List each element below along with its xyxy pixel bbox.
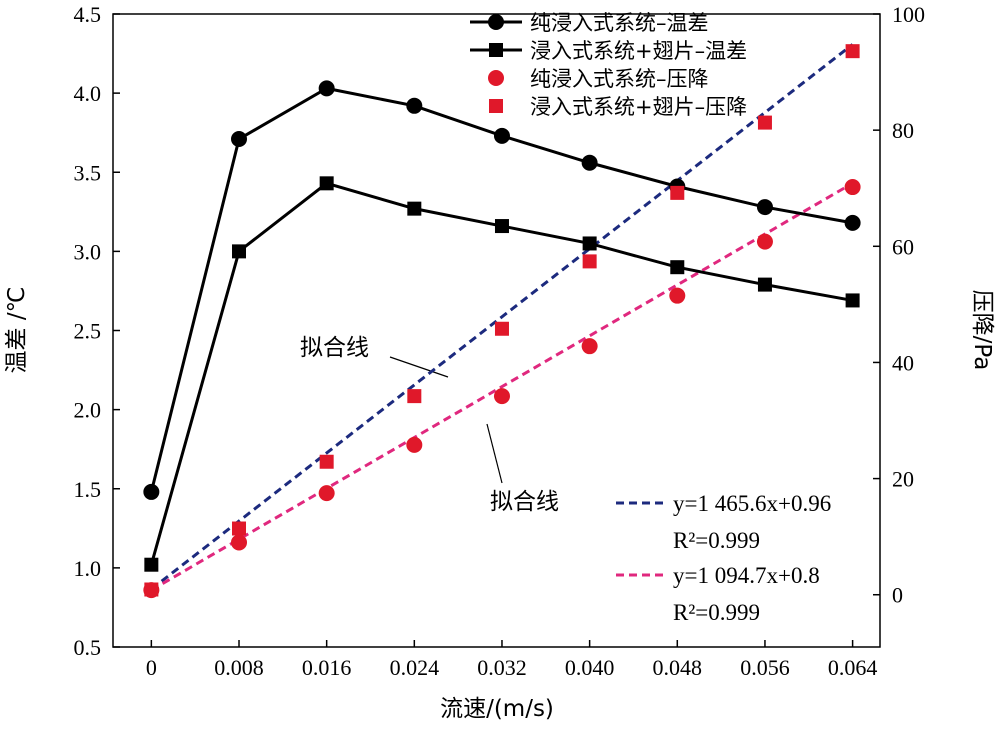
data-point [670, 260, 685, 275]
y-left-tick-label: 3.0 [74, 239, 102, 264]
data-point [319, 454, 334, 469]
data-point [407, 389, 422, 404]
data-point [318, 485, 335, 502]
data-point [757, 277, 772, 292]
data-point [231, 131, 248, 148]
y-left-tick-label: 4.0 [74, 81, 102, 106]
data-point [232, 521, 247, 536]
y-right-tick-label: 0 [892, 583, 903, 608]
x-tick-label: 0.032 [477, 655, 527, 680]
data-point [407, 201, 422, 216]
data-point [489, 99, 503, 113]
y-right-tick-label: 80 [892, 118, 914, 143]
legend-label: 纯浸入式系统–压降 [530, 67, 709, 91]
data-point [318, 80, 335, 97]
x-tick-label: 0 [146, 655, 157, 680]
data-point [494, 321, 509, 336]
data-point [231, 534, 248, 551]
y-left-tick-label: 3.5 [74, 160, 102, 185]
data-point [756, 233, 773, 250]
x-tick-label: 0.040 [565, 655, 615, 680]
y-left-tick-label: 2.5 [74, 319, 102, 344]
fit-label-leader [486, 423, 503, 484]
fit-r2: R²=0.999 [673, 528, 760, 553]
data-point [143, 483, 160, 500]
fit-line [150, 43, 854, 591]
data-point [757, 115, 772, 130]
data-point [488, 70, 504, 86]
data-point [844, 214, 861, 231]
data-point [756, 199, 773, 216]
fit-label-annotation: 拟合线 [300, 335, 369, 361]
data-point [489, 43, 503, 57]
x-axis-label: 流速/(m/s) [440, 696, 554, 722]
y-left-tick-label: 4.5 [74, 2, 102, 27]
y-right-tick-label: 100 [892, 2, 925, 27]
data-point [406, 436, 423, 453]
fit-label-leader [389, 356, 449, 378]
y-left-tick-label: 0.5 [74, 635, 102, 660]
fit-equation: y=1 465.6x+0.96 [673, 491, 831, 516]
data-point [669, 287, 686, 304]
y-axis-right-label: 压降/Pa [969, 290, 995, 371]
y-left-tick-label: 1.0 [74, 556, 102, 581]
data-point [581, 154, 598, 171]
y-right-tick-label: 40 [892, 350, 914, 375]
data-point [582, 236, 597, 251]
y-left-tick-label: 1.5 [74, 477, 102, 502]
data-point [232, 244, 247, 259]
data-point [581, 338, 598, 355]
x-tick-label: 0.024 [390, 655, 440, 680]
fit-line [150, 181, 854, 592]
x-tick-label: 0.008 [214, 655, 264, 680]
series-line [149, 86, 853, 493]
y-axis-left-label: 温差 /℃ [4, 287, 30, 374]
legend-label: 浸入式系统+翅片–温差 [530, 39, 747, 63]
fit-equation: y=1 094.7x+0.8 [673, 563, 820, 588]
data-point [494, 219, 509, 234]
data-point [845, 293, 860, 308]
data-point [845, 44, 860, 59]
data-point [582, 254, 597, 269]
data-point [670, 185, 685, 200]
fit-r2: R²=0.999 [673, 600, 760, 625]
x-tick-label: 0.064 [828, 655, 878, 680]
data-point [144, 557, 159, 572]
fit-label-annotation: 拟合线 [490, 489, 559, 515]
data-point [488, 14, 504, 30]
x-tick-label: 0.056 [740, 655, 790, 680]
data-point [406, 97, 423, 114]
x-tick-label: 0.048 [653, 655, 703, 680]
legend-label: 浸入式系统+翅片–压降 [530, 95, 747, 119]
x-tick-label: 0.016 [302, 655, 352, 680]
data-point [144, 582, 159, 597]
data-point [493, 388, 510, 405]
y-left-tick-label: 2.0 [74, 398, 102, 423]
y-right-tick-label: 60 [892, 234, 914, 259]
legend-label: 纯浸入式系统–温差 [530, 11, 709, 35]
data-point [493, 127, 510, 144]
fit-legend: y=1 465.6x+0.96 R²=0.999 y=1 094.7x+0.8 … [616, 491, 831, 625]
data-point [844, 179, 861, 196]
data-point [319, 176, 334, 191]
y-right-tick-label: 20 [892, 467, 914, 492]
